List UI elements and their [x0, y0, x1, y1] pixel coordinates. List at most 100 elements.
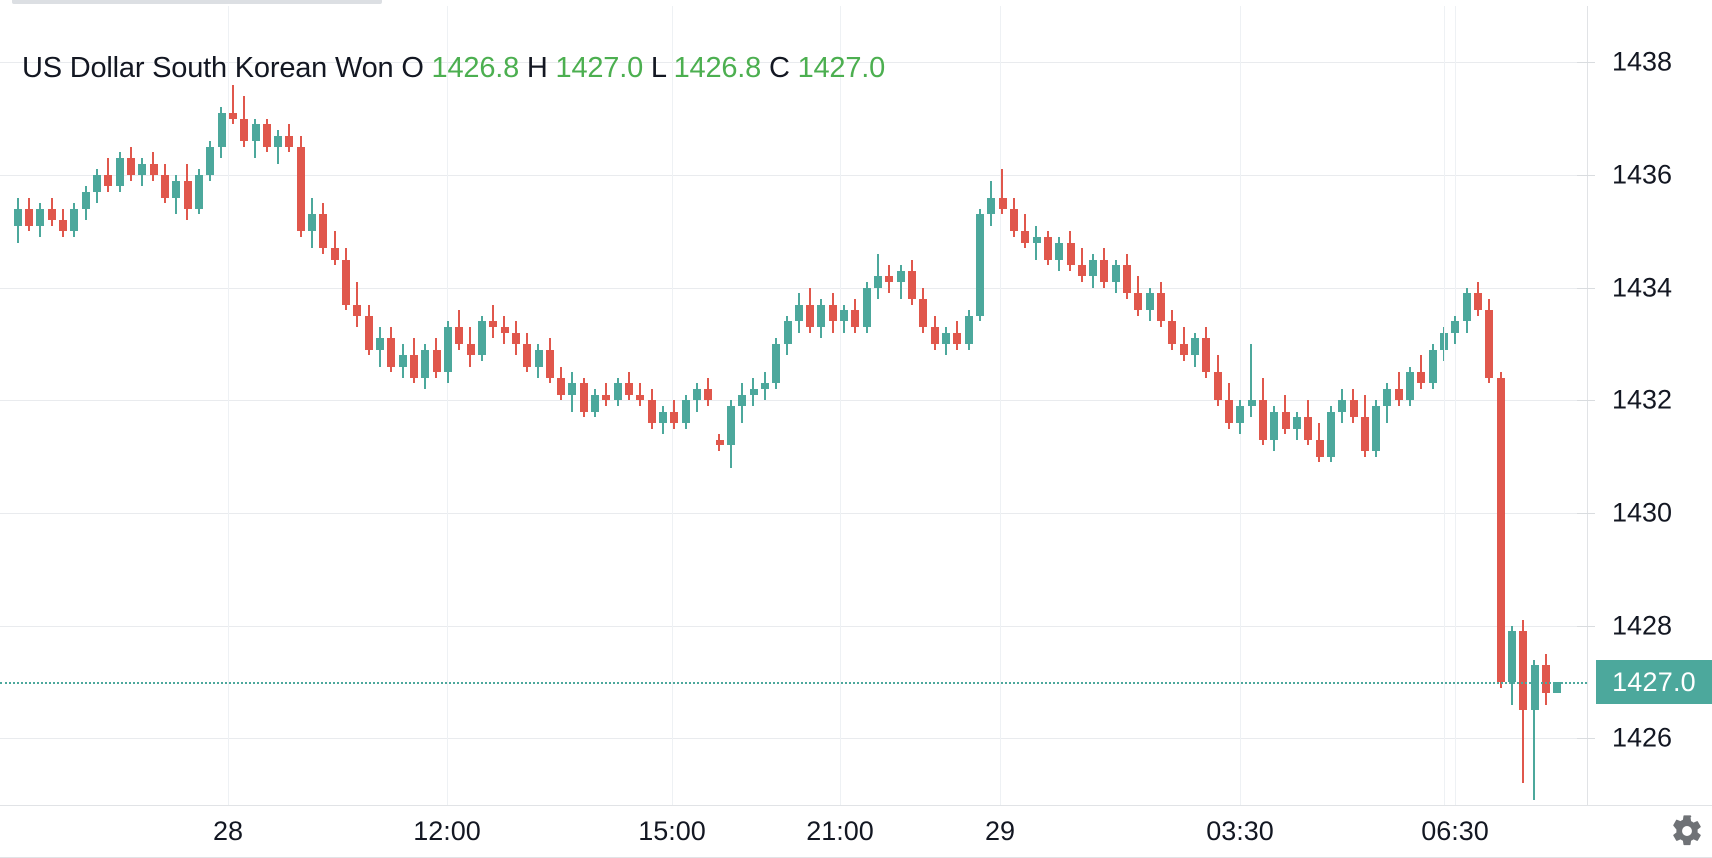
candle-body — [648, 400, 656, 423]
candle-body — [489, 321, 497, 328]
candle-body — [840, 310, 848, 322]
candle-body — [512, 332, 520, 345]
candle-body — [1134, 293, 1142, 311]
candle-body — [1112, 265, 1120, 283]
candle-body — [885, 276, 893, 283]
candle-body — [14, 208, 22, 226]
gridline-vertical — [1000, 6, 1001, 806]
candle-body — [1236, 406, 1244, 423]
candle-wick — [1533, 659, 1535, 801]
gridline-vertical — [1455, 6, 1456, 806]
price-tick-label: 1426 — [1612, 722, 1673, 753]
candle-body — [1497, 377, 1505, 683]
gridline-horizontal — [0, 175, 1587, 176]
candle-body — [184, 180, 192, 209]
legend-ohlc-value: 1426.8 — [673, 52, 762, 84]
candle-body — [195, 175, 203, 209]
candle-body — [206, 146, 214, 175]
candle-wick — [277, 129, 279, 164]
candle-body — [501, 327, 509, 333]
price-scale[interactable]: 1438 1436 1434 1432 1430 1428 1426 — [1588, 6, 1712, 806]
gridline-horizontal — [0, 62, 1587, 63]
candle-body — [523, 344, 531, 367]
candle-body — [716, 439, 724, 446]
candle-body — [365, 315, 373, 350]
candle-body — [1078, 265, 1086, 277]
candle-body — [104, 175, 112, 187]
candle-wick — [232, 84, 234, 125]
current-price-badge: 1427.0 — [1596, 660, 1712, 704]
time-tick-label: 21:00 — [806, 816, 874, 846]
candle-body — [591, 394, 599, 412]
candle-body — [1067, 242, 1075, 266]
candle-body — [535, 349, 543, 367]
candle-body — [1406, 372, 1414, 401]
candle-body — [116, 158, 124, 187]
candle-body — [1451, 321, 1459, 333]
candle-body — [1395, 389, 1403, 401]
legend-ohlc-key: L — [643, 52, 674, 84]
candle-body — [1123, 265, 1131, 294]
candle-body — [1214, 372, 1222, 401]
candle-body — [942, 332, 950, 345]
gridline-horizontal — [0, 400, 1587, 401]
candle-body — [1044, 236, 1052, 260]
candle-body — [738, 394, 746, 406]
time-tick-label: 28 — [212, 816, 244, 846]
candle-body — [750, 389, 758, 395]
candle-body — [59, 220, 67, 232]
candle-body — [1463, 293, 1471, 322]
candle-body — [636, 394, 644, 401]
candle-body — [965, 315, 973, 344]
symbol-legend[interactable]: US Dollar South Korean Won O 1426.8 H 14… — [22, 52, 885, 85]
candle-body — [25, 208, 33, 226]
candle-body — [1531, 665, 1539, 711]
candle-body — [478, 321, 486, 356]
candle-wick — [492, 304, 494, 339]
legend-ohlc-value: 1427.0 — [797, 52, 886, 84]
gear-icon[interactable] — [1666, 810, 1708, 852]
chart-plot-area[interactable] — [0, 6, 1587, 806]
candle-body — [1089, 259, 1097, 277]
candle-body — [851, 310, 859, 328]
legend-ohlc-key: O — [393, 52, 432, 84]
price-tick-label: 1438 — [1612, 46, 1673, 77]
price-tick-mark — [1577, 513, 1595, 514]
candle-body — [806, 304, 814, 328]
legend-ohlc-value: 1427.0 — [555, 52, 644, 84]
candle-body — [1361, 417, 1369, 452]
candle-body — [1202, 338, 1210, 373]
candle-body — [670, 411, 678, 423]
window-tab-edge — [12, 0, 382, 4]
price-tick-label: 1432 — [1612, 384, 1673, 415]
gridline-vertical — [672, 6, 673, 806]
candle-body — [659, 411, 667, 423]
gridline-horizontal — [0, 738, 1587, 739]
candle-body — [70, 208, 78, 232]
candle-body — [127, 158, 135, 175]
candle-body — [410, 355, 418, 378]
candle-body — [693, 389, 701, 401]
candlestick-chart[interactable]: 1438 1436 1434 1432 1430 1428 1426 1427.0 28 12… — [0, 6, 1712, 858]
candle-body — [1146, 293, 1154, 311]
candle-body — [568, 383, 576, 395]
candle-wick — [877, 253, 879, 299]
candle-body — [455, 327, 463, 345]
candle-body — [1100, 259, 1108, 283]
plot-bottom-border — [0, 805, 1712, 806]
candle-body — [1304, 417, 1312, 440]
time-scale[interactable]: 28 12:00 15:00 21:00 29 03:30 06:30 — [0, 806, 1712, 858]
candle-body — [150, 163, 158, 175]
price-tick-mark — [1577, 626, 1595, 627]
candle-body — [1055, 242, 1063, 260]
candle-body — [297, 146, 305, 232]
candle-body — [376, 338, 384, 350]
candle-body — [331, 248, 339, 260]
candle-body — [433, 349, 441, 373]
gridline-horizontal — [0, 626, 1587, 627]
candle-body — [161, 175, 169, 198]
candle-body — [953, 332, 961, 345]
candle-body — [240, 118, 248, 142]
price-tick-label: 1428 — [1612, 610, 1673, 641]
candle-body — [263, 124, 271, 147]
